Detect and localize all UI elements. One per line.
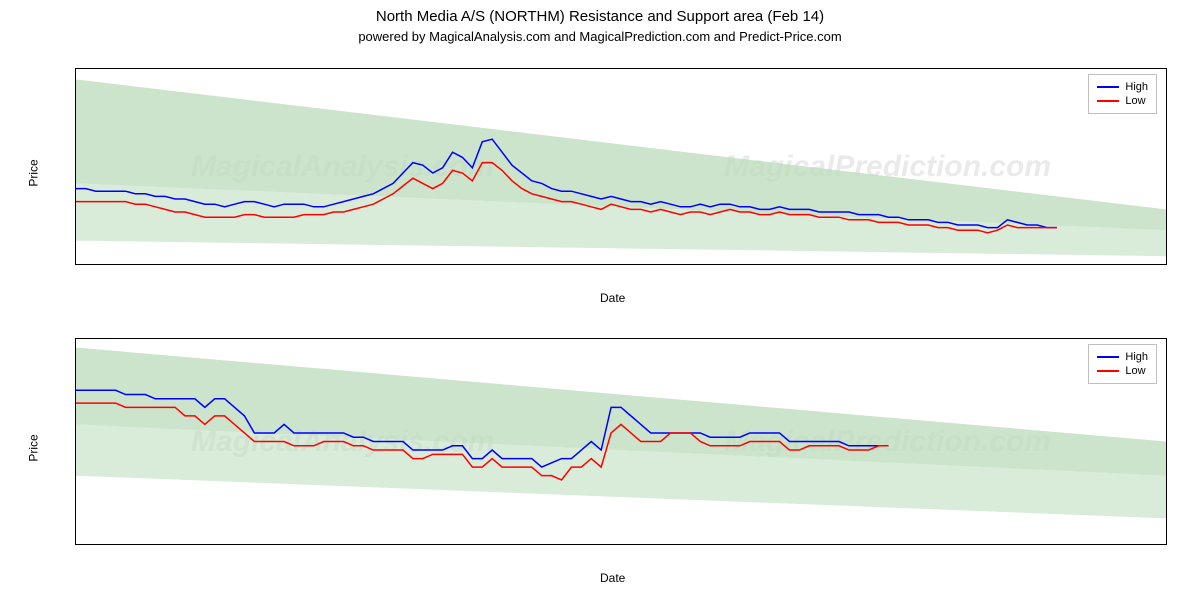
y-tick-label: 40 xyxy=(75,521,76,533)
plot-area: MagicalAnalysis.comMagicalPrediction.com… xyxy=(75,68,1167,265)
x-tick-label: 2025-02 xyxy=(799,544,839,545)
legend: High Low xyxy=(1088,74,1157,114)
legend: High Low xyxy=(1088,344,1157,384)
chart-panel-bottom: MagicalAnalysis.comMagicalPrediction.com… xyxy=(0,338,1200,603)
y-tick-label: 55 xyxy=(75,393,76,405)
x-tick-label: 2023-07 xyxy=(105,264,145,265)
plot-area: MagicalAnalysis.comMagicalPrediction.com… xyxy=(75,338,1167,545)
legend-item: High xyxy=(1097,351,1148,363)
chart-panel-top: MagicalAnalysis.comMagicalPrediction.com… xyxy=(0,68,1200,323)
x-axis-label: Date xyxy=(600,291,625,305)
legend-swatch xyxy=(1097,370,1119,372)
x-tick-label: 2025-01 xyxy=(601,544,641,545)
x-tick-label: 2025-01 xyxy=(997,264,1037,265)
y-tick-label: 50 xyxy=(75,436,76,448)
x-tick-label: 2025-03 xyxy=(1096,264,1136,265)
x-tick-label: 2023-11 xyxy=(304,264,344,265)
chart-title: North Media A/S (NORTHM) Resistance and … xyxy=(0,8,1200,25)
legend-label: Low xyxy=(1125,365,1145,377)
x-tick-label: 2024-12 xyxy=(403,544,443,545)
legend-label: High xyxy=(1125,81,1148,93)
chart-subtitle: powered by MagicalAnalysis.com and Magic… xyxy=(0,29,1200,44)
x-tick-label: 2024-01 xyxy=(403,264,443,265)
y-tick-label: 45 xyxy=(75,478,76,490)
legend-swatch xyxy=(1097,86,1119,88)
y-axis-label: Price xyxy=(27,159,41,186)
y-axis-label: Price xyxy=(27,434,41,461)
legend-item: High xyxy=(1097,81,1148,93)
y-tick-label: 60 xyxy=(75,350,76,362)
y-tick-label: 100 xyxy=(75,89,76,101)
x-tick-label: 2024-09 xyxy=(799,264,839,265)
legend-item: Low xyxy=(1097,365,1148,377)
y-tick-label: 80 xyxy=(75,141,76,153)
x-tick-label: 2024-07 xyxy=(700,264,740,265)
x-tick-label: 2024-03 xyxy=(502,264,542,265)
x-tick-label: 2024-11 xyxy=(205,544,245,545)
x-tick-label: 2024-05 xyxy=(601,264,641,265)
legend-label: Low xyxy=(1125,95,1145,107)
x-tick-label: 2023-09 xyxy=(204,264,244,265)
legend-swatch xyxy=(1097,356,1119,358)
x-axis-label: Date xyxy=(600,571,625,585)
y-tick-label: 40 xyxy=(75,245,76,257)
legend-swatch xyxy=(1097,100,1119,102)
x-tick-label: 2024-11 xyxy=(898,264,938,265)
legend-label: High xyxy=(1125,351,1148,363)
legend-item: Low xyxy=(1097,95,1148,107)
x-tick-label: 2025-03 xyxy=(997,544,1037,545)
y-tick-label: 60 xyxy=(75,193,76,205)
